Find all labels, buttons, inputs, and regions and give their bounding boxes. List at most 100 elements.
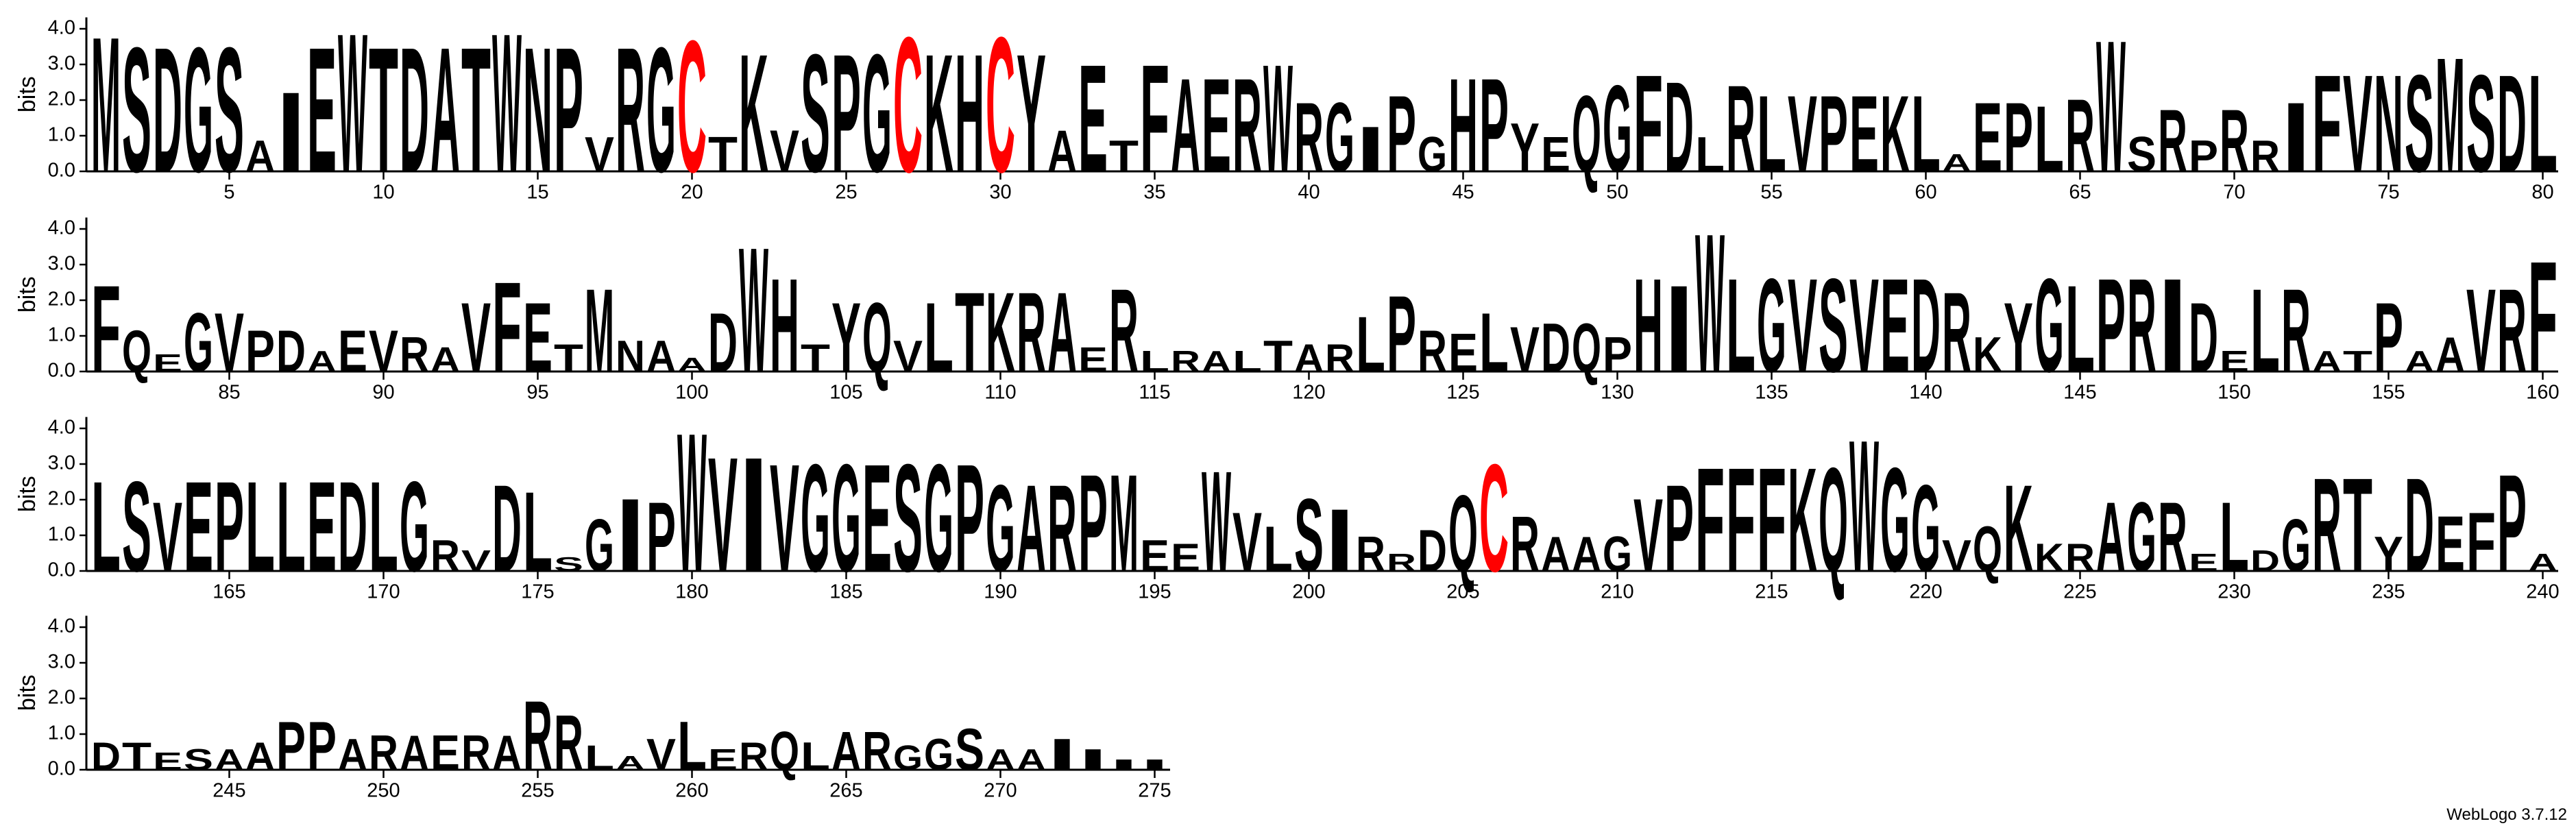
logo-letter: P <box>2189 131 2218 180</box>
logo-letter: C <box>1479 432 1509 604</box>
logo-letter: G <box>831 432 861 604</box>
logo-letter: P <box>2096 251 2126 400</box>
logo-letter: P <box>1078 446 1108 600</box>
logo-letter: E <box>1140 531 1169 580</box>
logo-letter: W <box>1263 32 1293 204</box>
logo-letter: E <box>1448 323 1478 384</box>
logo-letter: I <box>1047 729 1077 779</box>
logo-letter: R <box>461 725 491 780</box>
logo-letter: T <box>708 127 738 182</box>
logo-letter: R <box>1387 548 1416 576</box>
logo-letter: G <box>924 729 953 779</box>
logo-letter: N <box>2374 46 2403 201</box>
logo-letter: V <box>369 317 398 384</box>
logo-letter: C <box>893 0 923 212</box>
logo-letter: R <box>1171 345 1200 378</box>
logo-letter: R <box>2220 90 2249 191</box>
logo-letter: A <box>986 743 1015 776</box>
logo-letter: F <box>2466 495 2496 589</box>
y-tick-label: 4.0 <box>48 616 75 637</box>
y-tick-label: 0.0 <box>48 160 75 182</box>
logo-letter: L <box>924 283 953 393</box>
logo-letter: S <box>554 553 583 576</box>
logo-letter: K <box>1973 327 2002 382</box>
logo-letter: E <box>1849 74 1879 195</box>
logo-letter: L <box>1356 300 1385 388</box>
logo-letter: G <box>646 10 676 209</box>
logo-letter: A <box>430 10 460 209</box>
x-tick-label: 235 <box>2372 581 2405 603</box>
logo-letter: P <box>1387 274 1416 395</box>
logo-letter: V <box>1788 74 1817 195</box>
logo-letter: D <box>2250 544 2280 577</box>
x-tick-label: 250 <box>367 780 400 802</box>
logo-letter: R <box>1510 499 1540 587</box>
logo-letter: G <box>585 504 614 587</box>
logo-letter: S <box>2405 46 2434 201</box>
logo-letter: R <box>2281 264 2311 397</box>
logo-letter: G <box>2034 251 2064 400</box>
logo-letter: G <box>801 432 830 604</box>
logo-letter: P <box>245 317 275 384</box>
x-tick-label: 190 <box>984 581 1017 603</box>
logo-letter: Y <box>2004 283 2033 393</box>
logo-letter: R <box>430 531 460 580</box>
logo-letter: Q <box>1572 74 1601 195</box>
logo-letter: W <box>739 210 768 409</box>
logo-letter: G <box>400 454 429 598</box>
logo-letter: I <box>1140 757 1169 773</box>
logo-letter: F <box>1726 437 1755 603</box>
logo-letter: G <box>862 19 892 207</box>
logo-letter: A <box>245 734 275 778</box>
x-tick-label: 85 <box>218 382 240 404</box>
logo-letter: M <box>585 264 614 397</box>
logo-letter: V <box>1510 313 1540 386</box>
x-tick-label: 110 <box>984 382 1016 404</box>
logo-letter: L <box>1263 513 1293 585</box>
logo-letter: I <box>2281 83 2311 193</box>
x-tick-label: 50 <box>1606 182 1628 204</box>
logo-letter: H <box>955 19 984 207</box>
logo-letter: T <box>801 336 830 380</box>
logo-letter: G <box>1911 459 1941 598</box>
x-tick-label: 5 <box>223 182 234 204</box>
logo-letter: R <box>1418 317 1447 384</box>
logo-letter: A <box>1202 345 1231 378</box>
logo-letter: A <box>1942 149 1971 176</box>
logo-letter: A <box>430 340 460 379</box>
x-tick-label: 240 <box>2526 581 2559 603</box>
logo-letter: S <box>122 454 151 598</box>
y-axis-label: bits <box>14 476 40 512</box>
logo-letter: R <box>1047 459 1077 598</box>
x-tick-label: 125 <box>1446 382 1479 404</box>
logo-letter: A <box>2405 345 2434 378</box>
y-tick-label: 0.0 <box>48 360 75 382</box>
logo-letter: E <box>2189 548 2218 576</box>
logo-letter: H <box>770 251 799 400</box>
logo-letter: V <box>1633 478 1663 594</box>
logo-letter: D <box>2497 46 2527 201</box>
logo-letter: Q <box>1448 474 1478 595</box>
x-tick-label: 25 <box>835 182 857 204</box>
logo-letter: D <box>492 459 522 598</box>
logo-letter: E <box>307 10 337 209</box>
logo-letter: Q <box>122 317 151 384</box>
logo-letter: P <box>1387 74 1416 195</box>
logo-letter: K <box>2004 459 2033 598</box>
logo-letter: E <box>1078 340 1108 379</box>
logo-letter: Q <box>1819 437 1848 603</box>
logo-letter: A <box>831 721 861 782</box>
logo-letter: D <box>1664 55 1694 199</box>
logo-letter: D <box>2405 450 2434 600</box>
logo-letter: E <box>2220 345 2249 378</box>
logo-letter: G <box>893 738 923 777</box>
logo-letter: M <box>1109 446 1139 600</box>
x-tick-label: 130 <box>1601 382 1633 404</box>
logo-letter: P <box>554 10 583 209</box>
logo-letter: A <box>2435 327 2465 382</box>
logo-letter: D <box>276 317 306 384</box>
logo-letter: T <box>955 269 984 396</box>
logo-letter: V <box>770 117 799 184</box>
logo-letter: I <box>1109 757 1139 773</box>
logo-letter: R <box>1294 83 1324 193</box>
